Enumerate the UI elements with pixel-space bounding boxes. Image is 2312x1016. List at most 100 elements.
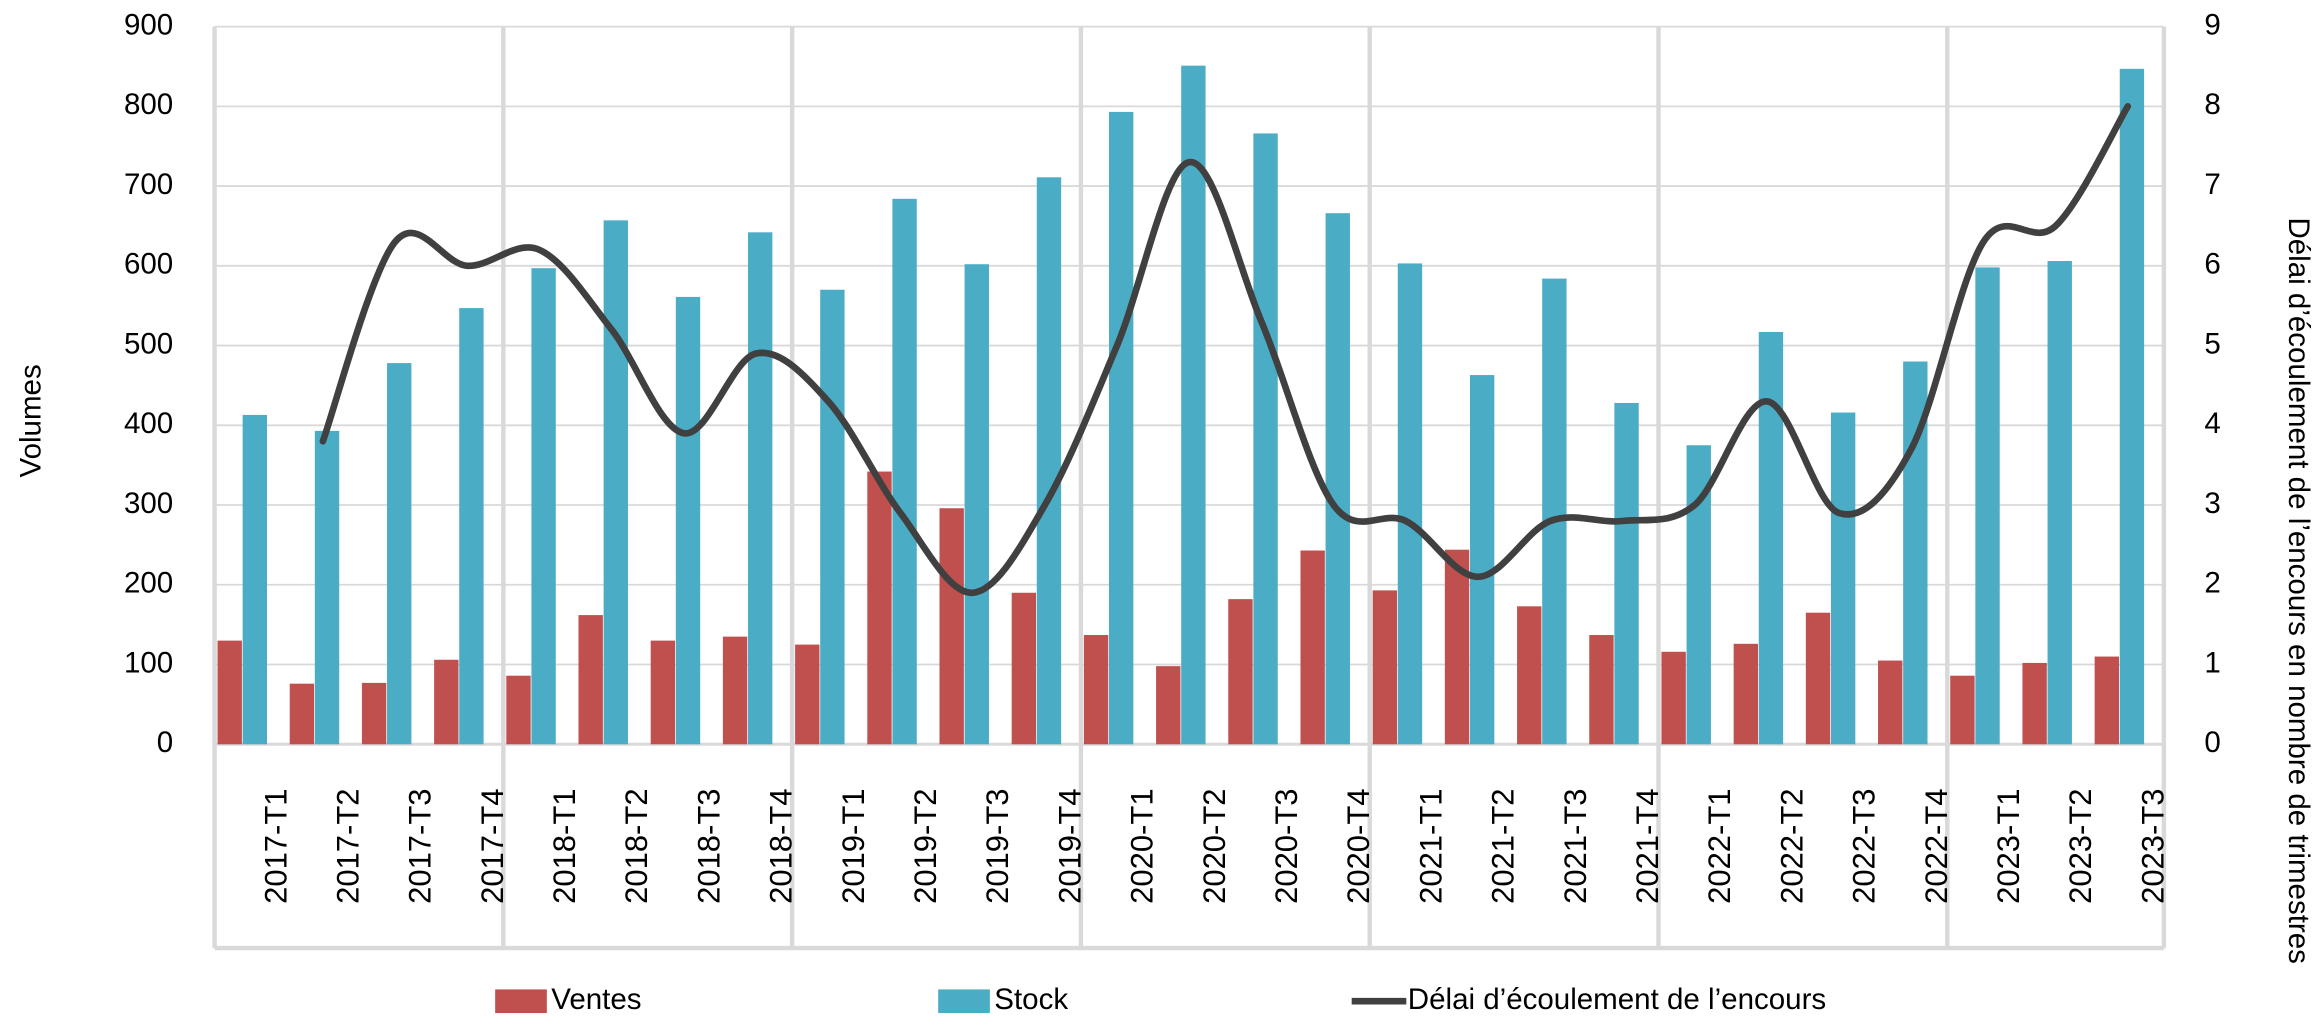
x-tick-label: 2018-T3 [691,788,726,903]
x-tick-label: 2019-T4 [1052,788,1087,903]
bar [1300,550,1325,745]
bar [1228,599,1253,745]
bar [361,682,387,745]
y2-tick-label: 1 [2204,646,2220,679]
y-tick-label: 0 [157,726,173,759]
x-tick-label: 2020-T3 [1269,788,1304,903]
x-tick-label: 2020-T4 [1341,788,1376,903]
x-tick-label: 2019-T3 [980,788,1015,903]
bar [1661,651,1686,745]
legend-label: Délai d’écoulement de l’encours [1408,983,1826,1016]
bar [1397,263,1423,745]
bar [459,308,484,745]
bar [387,363,412,745]
bar [531,268,556,745]
legend-swatch [938,989,990,1014]
line [319,103,2132,597]
x-tick-label: 2022-T3 [1847,788,1882,903]
y2-tick-label: 6 [2204,248,2220,281]
bar [434,659,459,745]
bar [1950,675,1975,745]
bar [1589,635,1614,745]
x-tick-label: 2018-T4 [764,788,799,903]
x-tick-label: 2017-T2 [330,788,365,903]
x-tick-label: 2017-T1 [258,788,293,903]
y2-tick-label: 5 [2204,327,2220,360]
bar [1372,590,1398,745]
y2-tick-label: 0 [2204,726,2220,759]
y2-tick-label: 9 [2204,8,2220,41]
bar [217,640,242,745]
bar [820,289,845,745]
bar [1517,606,1542,745]
bar [578,615,603,745]
bar [1444,549,1470,745]
bar [2022,662,2047,745]
y-tick-label: 600 [124,248,173,281]
y-tick-label: 300 [124,487,173,520]
x-tick-label: 2018-T1 [547,788,582,903]
bar [1108,111,1134,745]
y-axis-label: Volumes [15,364,48,477]
bar [1733,643,1759,745]
y-tick-label: 500 [124,327,173,360]
y-tick-label: 200 [124,567,173,600]
bar [867,471,892,745]
bar [1083,635,1109,745]
y-tick-label: 400 [124,407,173,440]
bar [2094,656,2120,745]
bar [314,430,340,745]
x-tick-label: 2023-T2 [2063,788,2098,903]
x-tick-label: 2022-T4 [1919,788,1954,903]
bar [1614,402,1639,745]
y-tick-label: 800 [124,88,173,121]
y-tick-label: 700 [124,168,173,201]
x-tick-label: 2017-T3 [403,788,438,903]
y2-tick-label: 2 [2204,567,2220,600]
x-tick-label: 2020-T2 [1197,788,1232,903]
y-tick-label: 100 [124,646,173,679]
bar [506,675,531,745]
bar [1469,375,1495,745]
bar [2119,68,2145,745]
bar [1011,592,1037,745]
x-tick-label: 2021-T1 [1413,788,1448,903]
x-tick-label: 2021-T3 [1558,788,1593,903]
bar [939,508,964,745]
legend-label: Ventes [551,983,641,1016]
bar [1253,133,1278,745]
bar [1758,332,1784,745]
bar [722,636,748,745]
x-tick-label: 2020-T1 [1125,788,1160,903]
bar [603,220,628,745]
bar [1156,666,1181,745]
y2-tick-label: 3 [2204,487,2220,520]
x-tick-label: 2021-T2 [1486,788,1521,903]
bar [964,264,989,745]
x-tick-label: 2019-T1 [836,788,871,903]
y2-tick-label: 8 [2204,88,2220,121]
bar [1036,177,1062,745]
legend-label: Stock [994,983,1068,1016]
legend-swatch [495,989,547,1014]
bar [242,414,267,745]
bar [1878,660,1903,745]
bar [1830,412,1856,745]
bar [650,640,676,745]
x-tick-label: 2023-T3 [2135,788,2170,903]
bar [795,644,820,745]
y2-tick-label: 4 [2204,407,2220,440]
bar [289,683,315,745]
x-tick-label: 2021-T4 [1630,788,1665,903]
bar [1325,213,1350,745]
bar [2047,261,2072,745]
x-tick-label: 2018-T2 [619,788,654,903]
x-tick-label: 2022-T1 [1702,788,1737,903]
bar [675,296,701,745]
bar [1805,612,1831,745]
bar [748,232,773,745]
x-tick-label: 2022-T2 [1774,788,1809,903]
y2-tick-label: 7 [2204,168,2220,201]
